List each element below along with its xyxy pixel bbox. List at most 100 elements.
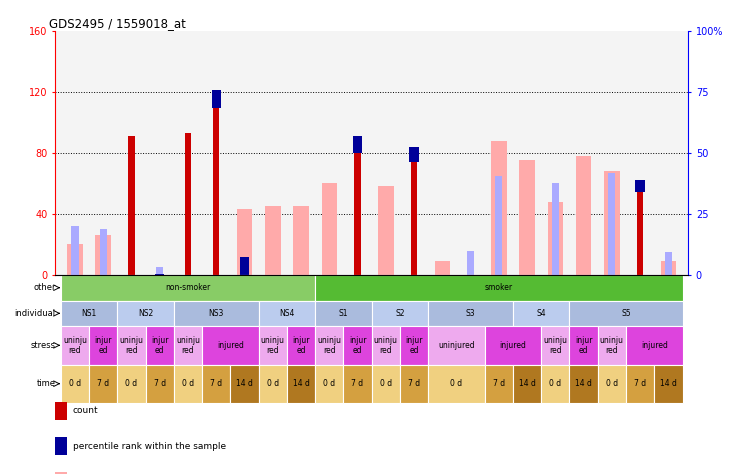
- Text: 7 d: 7 d: [154, 379, 166, 388]
- Bar: [185, 133, 191, 275]
- Bar: [212, 91, 221, 109]
- Text: 14 d: 14 d: [293, 379, 309, 388]
- Text: NS1: NS1: [82, 309, 96, 318]
- Text: uninju
red: uninju red: [317, 336, 342, 355]
- Text: 0 d: 0 d: [182, 379, 194, 388]
- Bar: [491, 141, 506, 275]
- Text: NS3: NS3: [208, 309, 224, 318]
- Bar: [61, 301, 117, 326]
- Text: individual: individual: [15, 309, 56, 318]
- Bar: [213, 91, 219, 275]
- Bar: [570, 365, 598, 403]
- Bar: [322, 183, 337, 275]
- Bar: [411, 147, 417, 275]
- Text: uninju
red: uninju red: [543, 336, 567, 355]
- Text: S2: S2: [395, 309, 405, 318]
- Bar: [117, 326, 146, 365]
- Bar: [240, 257, 250, 275]
- Text: 7 d: 7 d: [634, 379, 646, 388]
- Bar: [258, 365, 287, 403]
- Bar: [626, 326, 682, 365]
- Bar: [258, 301, 315, 326]
- Bar: [96, 235, 111, 275]
- Text: smoker: smoker: [485, 283, 513, 292]
- Bar: [293, 206, 309, 275]
- Text: other: other: [33, 283, 56, 292]
- Bar: [635, 180, 645, 192]
- Text: uninju
red: uninju red: [261, 336, 285, 355]
- Text: 0 d: 0 d: [606, 379, 618, 388]
- Text: 14 d: 14 d: [575, 379, 592, 388]
- Text: 7 d: 7 d: [97, 379, 110, 388]
- Bar: [146, 365, 174, 403]
- Text: S4: S4: [537, 309, 546, 318]
- Bar: [265, 206, 280, 275]
- Text: 0 d: 0 d: [266, 379, 279, 388]
- Bar: [202, 326, 258, 365]
- Text: NS4: NS4: [279, 309, 294, 318]
- Bar: [548, 202, 563, 275]
- Bar: [372, 365, 400, 403]
- Text: S5: S5: [621, 309, 631, 318]
- Bar: [637, 180, 643, 275]
- Text: 0 d: 0 d: [549, 379, 562, 388]
- Text: injured: injured: [500, 341, 526, 350]
- Bar: [61, 275, 315, 301]
- Bar: [55, 472, 66, 474]
- Bar: [409, 147, 419, 162]
- Bar: [315, 275, 682, 301]
- Bar: [55, 437, 66, 456]
- Bar: [609, 173, 615, 275]
- Text: 0 d: 0 d: [323, 379, 336, 388]
- Text: stress: stress: [31, 341, 56, 350]
- Bar: [89, 326, 117, 365]
- Bar: [372, 301, 428, 326]
- Bar: [570, 301, 682, 326]
- Text: injured: injured: [217, 341, 244, 350]
- Bar: [117, 365, 146, 403]
- Bar: [344, 326, 372, 365]
- Bar: [598, 365, 626, 403]
- Text: S3: S3: [466, 309, 475, 318]
- Text: injur
ed: injur ed: [349, 336, 367, 355]
- Text: 7 d: 7 d: [352, 379, 364, 388]
- Bar: [485, 365, 513, 403]
- Bar: [378, 186, 394, 275]
- Bar: [372, 326, 400, 365]
- Bar: [570, 326, 598, 365]
- Text: 0 d: 0 d: [450, 379, 462, 388]
- Text: percentile rank within the sample: percentile rank within the sample: [73, 442, 226, 451]
- Bar: [258, 326, 287, 365]
- Text: 14 d: 14 d: [236, 379, 253, 388]
- Bar: [155, 274, 164, 275]
- Bar: [661, 261, 676, 275]
- Text: 0 d: 0 d: [380, 379, 392, 388]
- Bar: [485, 326, 541, 365]
- Bar: [55, 401, 66, 420]
- Text: S1: S1: [339, 309, 348, 318]
- Text: uninju
red: uninju red: [176, 336, 200, 355]
- Bar: [89, 365, 117, 403]
- Bar: [344, 365, 372, 403]
- Text: injur
ed: injur ed: [575, 336, 592, 355]
- Text: NS2: NS2: [138, 309, 153, 318]
- Bar: [117, 301, 174, 326]
- Text: non-smoker: non-smoker: [166, 283, 210, 292]
- Bar: [67, 245, 82, 275]
- Bar: [576, 156, 592, 275]
- Bar: [400, 326, 428, 365]
- Bar: [541, 365, 570, 403]
- Bar: [99, 229, 107, 275]
- Bar: [520, 161, 535, 275]
- Bar: [604, 171, 620, 275]
- Text: injured: injured: [641, 341, 668, 350]
- Text: uninju
red: uninju red: [600, 336, 624, 355]
- Bar: [128, 136, 135, 275]
- Bar: [513, 301, 570, 326]
- Text: time: time: [37, 379, 56, 388]
- Bar: [287, 365, 315, 403]
- Text: uninju
red: uninju red: [119, 336, 144, 355]
- Text: 7 d: 7 d: [493, 379, 505, 388]
- Text: injur
ed: injur ed: [406, 336, 422, 355]
- Bar: [513, 365, 541, 403]
